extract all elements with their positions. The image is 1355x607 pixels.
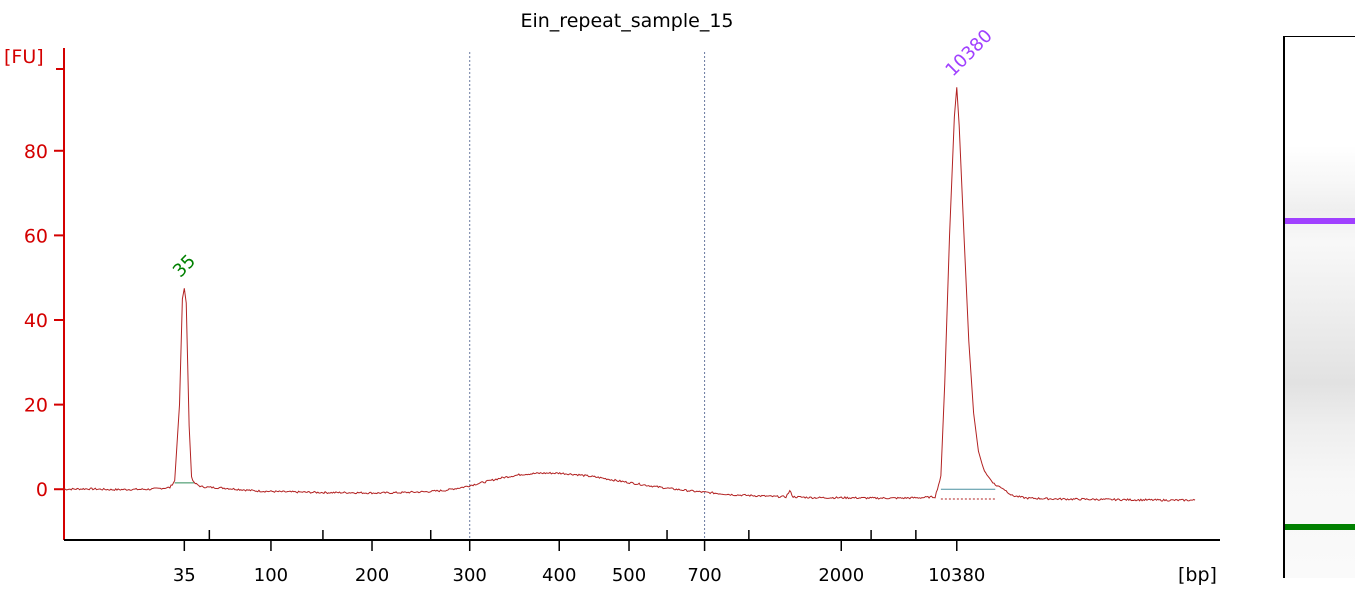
x-tick-label: 10380 — [928, 565, 985, 586]
trace-line — [63, 87, 1196, 502]
y-tick-label: 80 — [24, 141, 48, 163]
peak-label: 35 — [169, 251, 200, 282]
y-tick-label: 40 — [24, 310, 48, 332]
gel-band-lower-marker — [1285, 524, 1355, 530]
peak-label: 10380 — [941, 26, 996, 81]
gel-lane — [1283, 36, 1355, 578]
x-tick-label: 300 — [453, 565, 487, 586]
gel-band-upper-marker — [1285, 218, 1355, 224]
x-tick-label: 200 — [355, 565, 389, 586]
y-tick-label: 0 — [36, 479, 48, 501]
x-axis-label: [bp] — [1178, 564, 1217, 586]
x-tick-label: 500 — [612, 565, 646, 586]
y-axis: 0 20 40 60 80 — [24, 48, 65, 540]
y-tick-label: 60 — [24, 225, 48, 247]
x-tick-label: 400 — [542, 565, 576, 586]
plot-area: 35 10380 — [63, 26, 1196, 502]
x-tick-label: 700 — [687, 565, 721, 586]
y-axis-label: [FU] — [4, 46, 44, 68]
x-tick-label: 100 — [254, 565, 288, 586]
x-tick-label: 2000 — [818, 565, 864, 586]
chart-title: Ein_repeat_sample_15 — [520, 10, 733, 32]
y-tick-label: 20 — [24, 395, 48, 417]
electropherogram: Ein_repeat_sample_15 [FU] [bp] 0 20 40 60 80… — [4, 10, 1220, 586]
x-tick-label: 35 — [173, 565, 196, 586]
x-axis: 35 100 200 300 400 500 700 2000 10380 — [64, 530, 1220, 586]
smear-region-markers — [469, 52, 706, 540]
